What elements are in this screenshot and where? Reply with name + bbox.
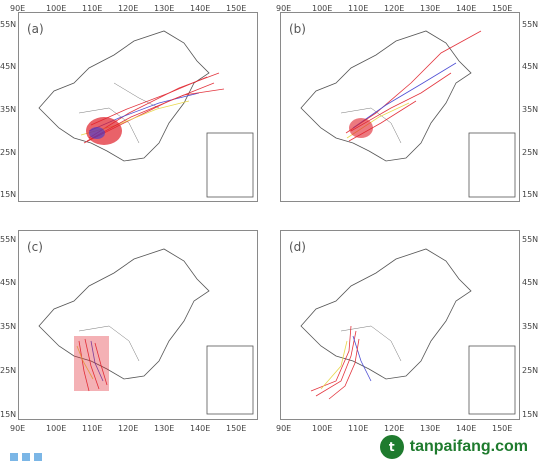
x-tick: 150E (226, 4, 247, 13)
watermark: t tanpaifang.com (379, 435, 528, 459)
y-tick: 35N (522, 105, 539, 114)
y-tick: 15N (0, 190, 17, 199)
panel-d-label: (d) (289, 240, 306, 254)
map-c-svg: (c) (27, 240, 254, 415)
y-tick: 55N (0, 235, 17, 244)
x-tick: 130E (420, 4, 441, 13)
panel-c-label: (c) (27, 240, 43, 254)
y-tick: 35N (0, 105, 17, 114)
map-d-svg: (d) (289, 240, 516, 415)
x-tick: 140E (456, 4, 477, 13)
dot-icon (10, 453, 18, 461)
y-tick: 15N (522, 190, 539, 199)
x-tick: 150E (492, 424, 513, 433)
map-panel-b: (b) (280, 12, 520, 202)
x-tick: 100E (46, 424, 67, 433)
y-tick: 35N (0, 322, 17, 331)
map-panel-c: (c) (18, 230, 258, 420)
dot-icon (34, 453, 42, 461)
y-tick: 15N (0, 410, 17, 419)
y-tick: 25N (0, 366, 17, 375)
panel-a-label: (a) (27, 22, 44, 36)
x-tick: 90E (276, 4, 292, 13)
x-tick: 120E (384, 4, 405, 13)
y-tick: 25N (0, 148, 17, 157)
x-tick: 140E (456, 424, 477, 433)
x-tick: 150E (492, 4, 513, 13)
y-tick: 35N (522, 322, 539, 331)
x-tick: 100E (312, 424, 333, 433)
x-tick: 130E (154, 4, 175, 13)
x-tick: 120E (118, 4, 139, 13)
x-tick: 130E (154, 424, 175, 433)
y-tick: 45N (522, 278, 539, 287)
y-tick: 25N (522, 366, 539, 375)
x-tick: 130E (420, 424, 441, 433)
y-tick: 15N (522, 410, 539, 419)
map-panel-a: (a) (18, 12, 258, 202)
x-tick: 110E (82, 424, 103, 433)
y-tick: 45N (522, 62, 539, 71)
brand-logo-icon: t (379, 435, 404, 459)
y-tick: 45N (0, 62, 17, 71)
y-tick: 45N (0, 278, 17, 287)
map-b-svg: (b) (289, 22, 516, 198)
y-tick: 55N (0, 20, 17, 29)
x-tick: 90E (276, 424, 292, 433)
y-tick: 55N (522, 20, 539, 29)
x-tick: 140E (190, 4, 211, 13)
x-tick: 110E (348, 4, 369, 13)
y-tick: 55N (522, 235, 539, 244)
watermark-text: tanpaifang.com (409, 438, 528, 455)
panel-b-label: (b) (289, 22, 306, 36)
x-tick: 110E (348, 424, 369, 433)
x-tick: 140E (190, 424, 211, 433)
dot-icon (22, 453, 30, 461)
x-tick: 90E (10, 424, 26, 433)
x-tick: 120E (118, 424, 139, 433)
decorative-dots (10, 453, 42, 461)
x-tick: 100E (46, 4, 67, 13)
x-tick: 100E (312, 4, 333, 13)
map-a-svg: (a) (27, 22, 254, 198)
map-panel-d: (d) (280, 230, 520, 420)
y-tick: 25N (522, 148, 539, 157)
x-tick: 110E (82, 4, 103, 13)
x-tick: 90E (10, 4, 26, 13)
x-tick: 120E (384, 424, 405, 433)
x-tick: 150E (226, 424, 247, 433)
